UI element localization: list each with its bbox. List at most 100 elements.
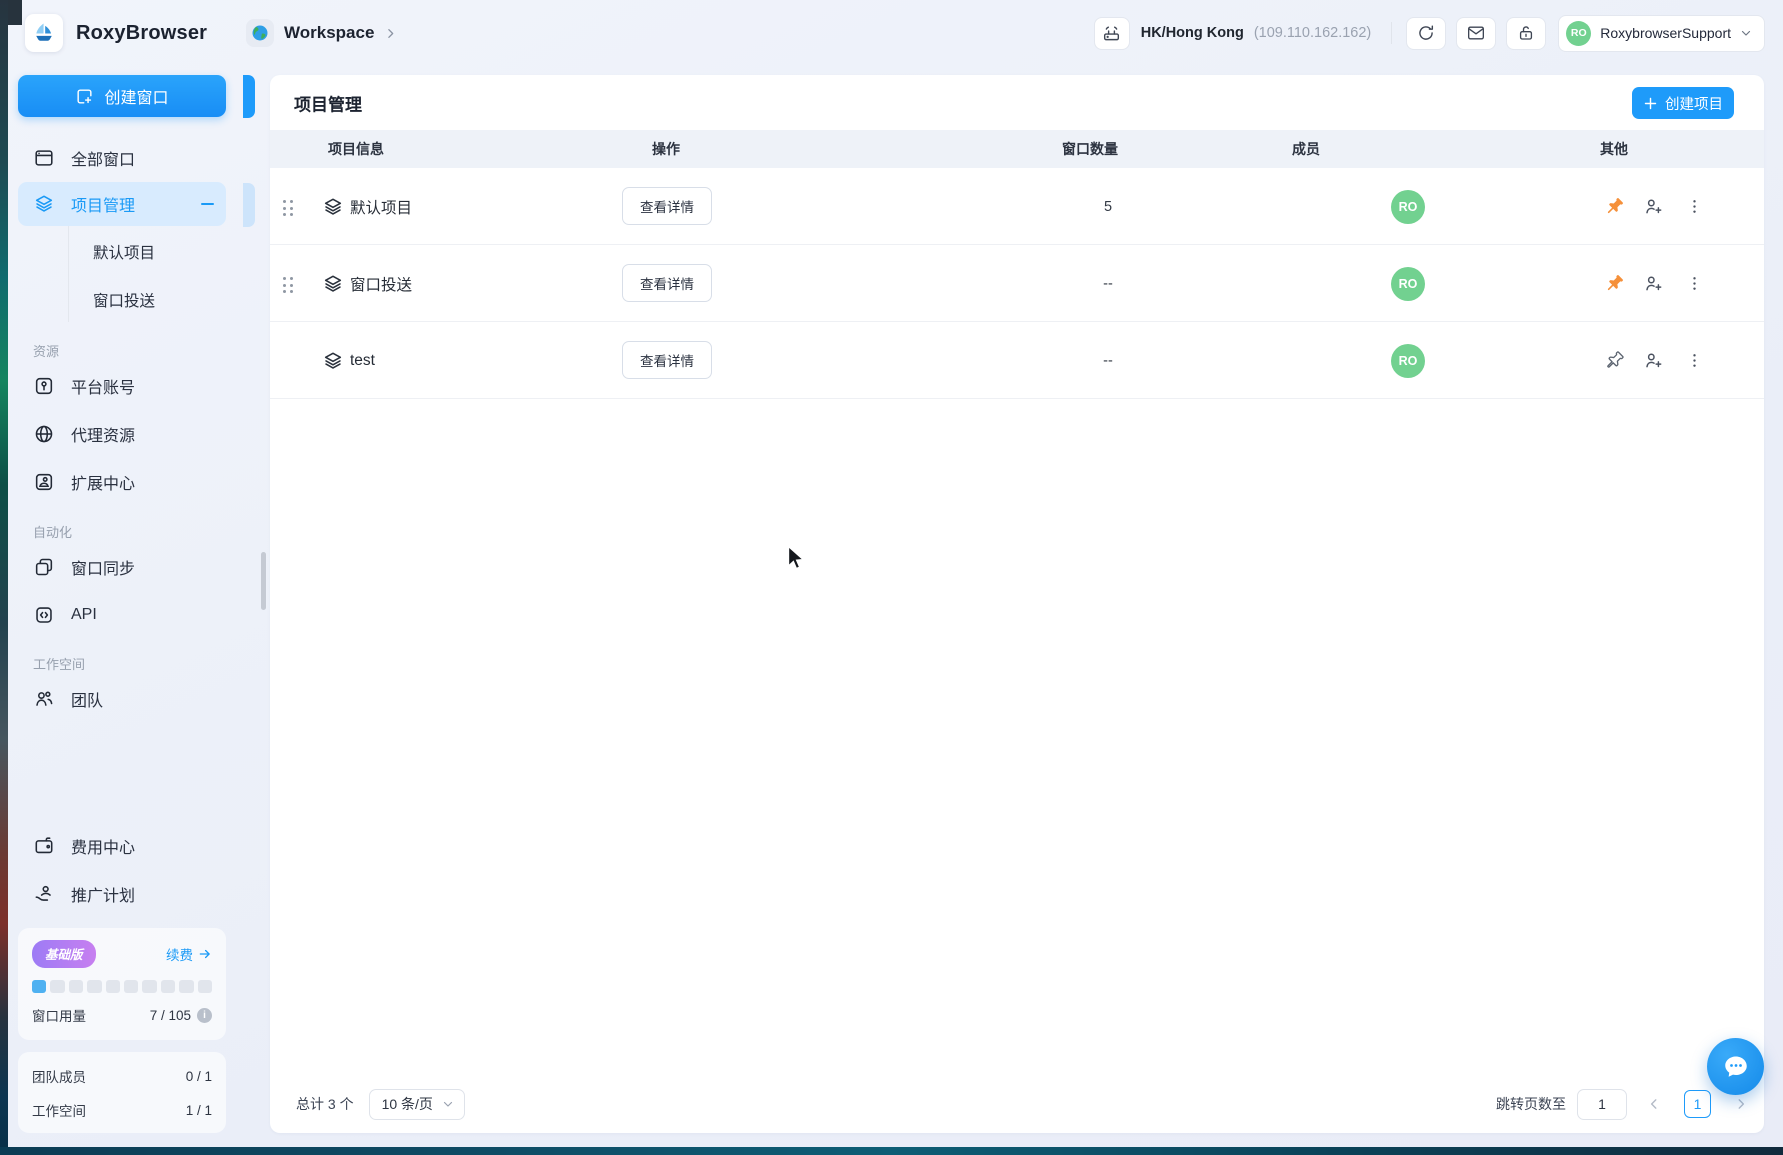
more-actions-icon[interactable] xyxy=(1680,245,1708,322)
pin-icon[interactable] xyxy=(1600,245,1628,322)
window-plus-icon xyxy=(77,88,93,104)
wallpaper-bottom-strip xyxy=(0,1147,1783,1155)
stats-card: 团队成员 0 / 1 工作空间 1 / 1 xyxy=(18,1052,226,1133)
project-name: 默认项目 xyxy=(350,199,413,217)
drag-handle[interactable] xyxy=(283,200,293,216)
sidebar-item-extension-center[interactable]: 扩展中心 xyxy=(18,460,226,504)
sidebar-item-team[interactable]: 团队 xyxy=(18,677,226,721)
usage-progress-bar xyxy=(32,980,213,993)
topbar-controls: HK/Hong Kong (109.110.162.162) xyxy=(1093,0,1765,66)
roxybrowser-logo-icon xyxy=(25,14,63,52)
network-icon[interactable] xyxy=(1093,16,1130,50)
sidebar: 创建窗口 全部窗口 项目管理 默认项目 窗口投送 资源 xyxy=(8,66,270,1147)
window-count: -- xyxy=(1103,275,1113,292)
lock-button[interactable] xyxy=(1506,16,1547,50)
sidebar-item-billing-center[interactable]: 费用中心 xyxy=(18,824,226,868)
sidebar-item-project-management[interactable]: 项目管理 xyxy=(18,182,226,226)
total-count: 总计 3 个 xyxy=(296,1096,354,1112)
refresh-button[interactable] xyxy=(1406,16,1447,50)
pagination-bar: 总计 3 个 10 条/页 跳转页数至 1 xyxy=(270,1075,1764,1133)
account-avatar: RO xyxy=(1566,20,1592,46)
view-details-button[interactable]: 查看详情 xyxy=(622,187,712,225)
team-icon xyxy=(36,691,53,706)
drag-handle[interactable] xyxy=(283,277,293,293)
team-members-value: 0 / 1 xyxy=(185,1068,212,1084)
sidebar-subitem-window-push[interactable]: 窗口投送 xyxy=(93,293,156,310)
workspace-globe-icon xyxy=(246,19,274,47)
page-number-button[interactable]: 1 xyxy=(1684,1090,1711,1118)
layers-icon xyxy=(35,195,53,212)
mail-button[interactable] xyxy=(1456,16,1497,50)
support-chat-button[interactable] xyxy=(1707,1038,1764,1095)
info-icon[interactable]: i xyxy=(197,1007,212,1023)
brand: RoxyBrowser xyxy=(25,0,207,66)
page-size-select[interactable]: 10 条/页 xyxy=(368,1088,465,1120)
account-menu[interactable]: RO RoxybrowserSupport xyxy=(1558,14,1765,52)
col-project-info: 项目信息 xyxy=(328,141,384,157)
col-members: 成员 xyxy=(1292,141,1320,157)
more-actions-icon[interactable] xyxy=(1680,322,1708,399)
project-layers-icon xyxy=(322,168,344,245)
top-bar: RoxyBrowser Workspace xyxy=(8,0,1783,66)
chevron-down-icon xyxy=(1741,30,1751,36)
add-member-icon[interactable] xyxy=(1639,168,1667,245)
add-member-icon[interactable] xyxy=(1639,322,1667,399)
wallpaper-left-strip xyxy=(0,0,8,1155)
extension-icon xyxy=(35,473,53,491)
more-actions-icon[interactable] xyxy=(1680,168,1708,245)
create-project-button[interactable]: 创建项目 xyxy=(1632,87,1734,119)
member-avatar: RO xyxy=(1391,266,1425,301)
jump-to-page-label: 跳转页数至 xyxy=(1496,1096,1566,1112)
project-name: test xyxy=(350,351,375,369)
plus-icon xyxy=(1644,97,1657,109)
workspace-label: Workspace xyxy=(284,23,375,42)
renew-link[interactable]: 续费 xyxy=(166,944,212,964)
view-details-button[interactable]: 查看详情 xyxy=(622,341,712,379)
create-window-button[interactable]: 创建窗口 xyxy=(18,75,226,117)
sidebar-item-proxy-resources[interactable]: 代理资源 xyxy=(18,412,226,456)
pin-outline-icon[interactable] xyxy=(1600,322,1628,399)
brand-name: RoxyBrowser xyxy=(76,21,208,44)
jump-to-page-input[interactable] xyxy=(1577,1088,1627,1120)
col-window-count: 窗口数量 xyxy=(1062,141,1118,157)
project-subnav: 默认项目 窗口投送 xyxy=(68,226,226,322)
sidebar-subitem-default-project[interactable]: 默认项目 xyxy=(93,245,156,262)
background-window-edge-decor xyxy=(243,183,255,227)
team-members-label: 团队成员 xyxy=(32,1070,86,1085)
member-avatar: RO xyxy=(1391,189,1425,224)
section-label-automation: 自动化 xyxy=(33,525,73,540)
usage-value: 7 / 105 xyxy=(149,1007,191,1023)
col-actions: 操作 xyxy=(652,141,680,157)
project-layers-icon xyxy=(322,322,344,399)
table-header: 项目信息 操作 窗口数量 成员 其他 xyxy=(270,130,1764,168)
next-page-icon[interactable] xyxy=(1728,1090,1754,1118)
previous-page-icon[interactable] xyxy=(1641,1090,1667,1118)
wallet-icon xyxy=(35,837,53,854)
sidebar-item-referral-program[interactable]: 推广计划 xyxy=(18,872,226,916)
plan-card: 基础版 续费 窗口用量 7 / 105 i xyxy=(18,928,226,1040)
workspace-count-value: 1 / 1 xyxy=(185,1102,212,1118)
arrow-right-icon xyxy=(199,949,210,959)
table-row: test 查看详情 -- RO xyxy=(270,322,1764,399)
view-details-button[interactable]: 查看详情 xyxy=(622,264,712,302)
globe-icon xyxy=(35,425,53,443)
plan-badge: 基础版 xyxy=(32,940,96,968)
background-window-edge-decor xyxy=(243,75,255,118)
sidebar-item-api[interactable]: API xyxy=(18,593,226,637)
sidebar-item-window-sync[interactable]: 窗口同步 xyxy=(18,545,226,589)
window-sync-icon xyxy=(35,558,53,576)
network-location: HK/Hong Kong xyxy=(1140,25,1244,41)
add-member-icon[interactable] xyxy=(1639,245,1667,322)
chevron-right-icon xyxy=(388,28,394,38)
sidebar-item-platform-accounts[interactable]: 平台账号 xyxy=(18,364,226,408)
sidebar-item-all-windows[interactable]: 全部窗口 xyxy=(18,136,226,180)
col-other: 其他 xyxy=(1600,141,1628,157)
pin-icon[interactable] xyxy=(1600,168,1628,245)
collapse-icon[interactable] xyxy=(201,203,214,205)
workspace-selector[interactable]: Workspace xyxy=(246,0,397,66)
section-label-resources: 资源 xyxy=(33,344,60,359)
sidebar-scrollbar[interactable] xyxy=(261,552,266,610)
project-management-panel: 项目管理 创建项目 项目信息 操作 窗口数量 成员 其他 默认项目 xyxy=(270,75,1764,1133)
window-count: 5 xyxy=(1103,198,1113,215)
chat-bubble-icon xyxy=(1724,1056,1747,1077)
